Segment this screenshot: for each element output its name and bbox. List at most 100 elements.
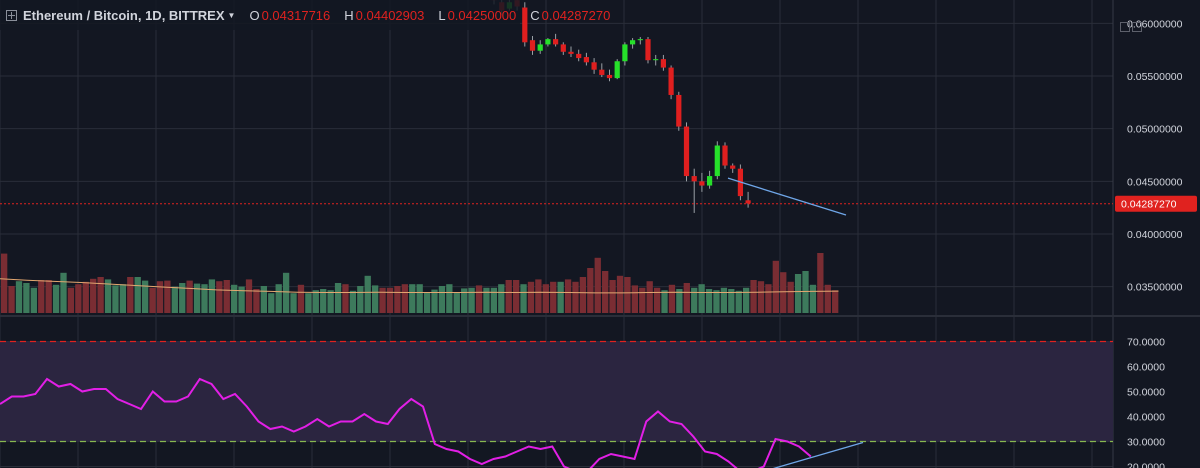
- volume-bar: [127, 277, 134, 313]
- close-label: C: [530, 7, 540, 23]
- volume-bar: [787, 281, 794, 313]
- volume-bar: [609, 280, 616, 313]
- volume-bar: [216, 281, 223, 313]
- volume-bar: [468, 287, 475, 313]
- volume-bar: [290, 293, 297, 313]
- volume-bar: [30, 287, 37, 313]
- candle-body: [691, 176, 697, 182]
- volume-bar: [193, 283, 201, 313]
- volume-bar: [765, 284, 772, 313]
- volume-bar: [320, 289, 327, 313]
- candle-body: [622, 44, 628, 62]
- volume-bar: [594, 257, 601, 313]
- volume-bar: [305, 293, 312, 313]
- volume-bar: [490, 287, 498, 313]
- rsi-axis[interactable]: 70.0000 60.0000 50.0000 40.0000 30.0000 20.00…: [1127, 337, 1165, 468]
- volume-bar: [15, 281, 23, 313]
- candle-body: [591, 62, 597, 70]
- open-value: 0.04317716: [261, 7, 331, 23]
- volume-bar: [60, 272, 67, 313]
- volume-bar: [75, 284, 82, 313]
- volume-bar: [564, 279, 572, 313]
- rsi-trendline[interactable]: [752, 441, 864, 468]
- volume-bar: [587, 268, 594, 313]
- volume-bar: [179, 283, 186, 313]
- volume-bar: [342, 284, 349, 313]
- candle-body: [699, 181, 705, 186]
- volume-bar: [802, 271, 809, 313]
- volume-bar: [691, 287, 698, 313]
- price-tick-label: 0.04500000: [1127, 176, 1183, 188]
- candle-body: [722, 145, 728, 166]
- candle-body: [583, 57, 589, 63]
- price-tick-label: 0.05500000: [1127, 71, 1183, 83]
- rsi-band: [0, 341, 1113, 442]
- volume-bar: [550, 281, 557, 313]
- expand-icon[interactable]: [6, 9, 17, 21]
- pane-controls[interactable]: [1120, 22, 1142, 32]
- volume-bar: [461, 288, 468, 313]
- volume-bar: [141, 280, 149, 313]
- rsi-tick-label: 20.0000: [1127, 462, 1165, 468]
- volume-bar: [401, 284, 408, 313]
- candle-body: [537, 44, 543, 51]
- chevron-down-icon[interactable]: ▼: [227, 10, 236, 20]
- last-price-badge: [1115, 195, 1197, 212]
- volume-bar: [386, 287, 394, 313]
- volume-bar: [208, 279, 216, 313]
- price-axis[interactable]: 0.06000000 0.05500000 0.05000000 0.04500000…: [1127, 18, 1183, 293]
- volume-bar: [409, 284, 416, 313]
- low-value: 0.04250000: [447, 7, 517, 23]
- volume-bar: [639, 287, 646, 313]
- candle-body: [522, 7, 528, 43]
- volume-bar: [156, 281, 164, 313]
- volume-bar: [364, 275, 371, 313]
- low-label: L: [438, 7, 446, 23]
- volume-bar: [104, 279, 112, 313]
- volume-bar: [824, 284, 831, 313]
- volume-bar: [557, 281, 564, 313]
- volume-bar: [201, 284, 208, 313]
- volume-bar: [394, 286, 401, 313]
- candle-body: [745, 200, 751, 204]
- volume-bar: [416, 284, 423, 313]
- volume-bar: [705, 289, 713, 313]
- volume-bar: [446, 284, 453, 313]
- candle-body: [568, 51, 574, 54]
- volume-bar: [505, 280, 512, 313]
- volume-bar: [334, 283, 342, 313]
- candle-body: [553, 39, 559, 45]
- volume-bar: [52, 284, 60, 313]
- maximize-pane-icon[interactable]: [1132, 22, 1142, 32]
- candle-body: [645, 39, 651, 61]
- volume-bar: [572, 281, 579, 313]
- volume-bar: [535, 279, 542, 313]
- volume-bar: [327, 290, 334, 313]
- volume-bar: [653, 287, 661, 313]
- last-price-text: 0.04287270: [1121, 199, 1177, 211]
- volume-bar: [238, 286, 245, 313]
- volume-bar: [268, 293, 275, 313]
- volume-bar: [134, 277, 141, 313]
- symbol-legend: Ethereum / Bitcoin, 1D, BITTREX ▼ O 0.04…: [0, 0, 610, 30]
- candle-body: [714, 145, 720, 177]
- symbol-title[interactable]: Ethereum / Bitcoin, 1D, BITTREX: [23, 7, 225, 23]
- volume-bar: [164, 280, 171, 313]
- volume-bar: [453, 292, 460, 313]
- price-trendline[interactable]: [727, 177, 847, 216]
- minimize-pane-icon[interactable]: [1120, 22, 1130, 32]
- volume-bar: [23, 283, 30, 313]
- high-label: H: [344, 7, 354, 23]
- volume-bar: [119, 284, 127, 313]
- candlesticks: [491, 0, 751, 213]
- volume-bar: [253, 289, 260, 313]
- volume-bar: [67, 287, 75, 313]
- volume-ma-line: [0, 278, 839, 294]
- candle-body: [683, 126, 690, 177]
- volume-bar: [260, 286, 267, 313]
- volume-bar: [750, 280, 757, 313]
- volume-bar: [423, 292, 431, 313]
- volume-bar: [676, 289, 683, 313]
- price-tick-label: 0.06000000: [1127, 18, 1183, 30]
